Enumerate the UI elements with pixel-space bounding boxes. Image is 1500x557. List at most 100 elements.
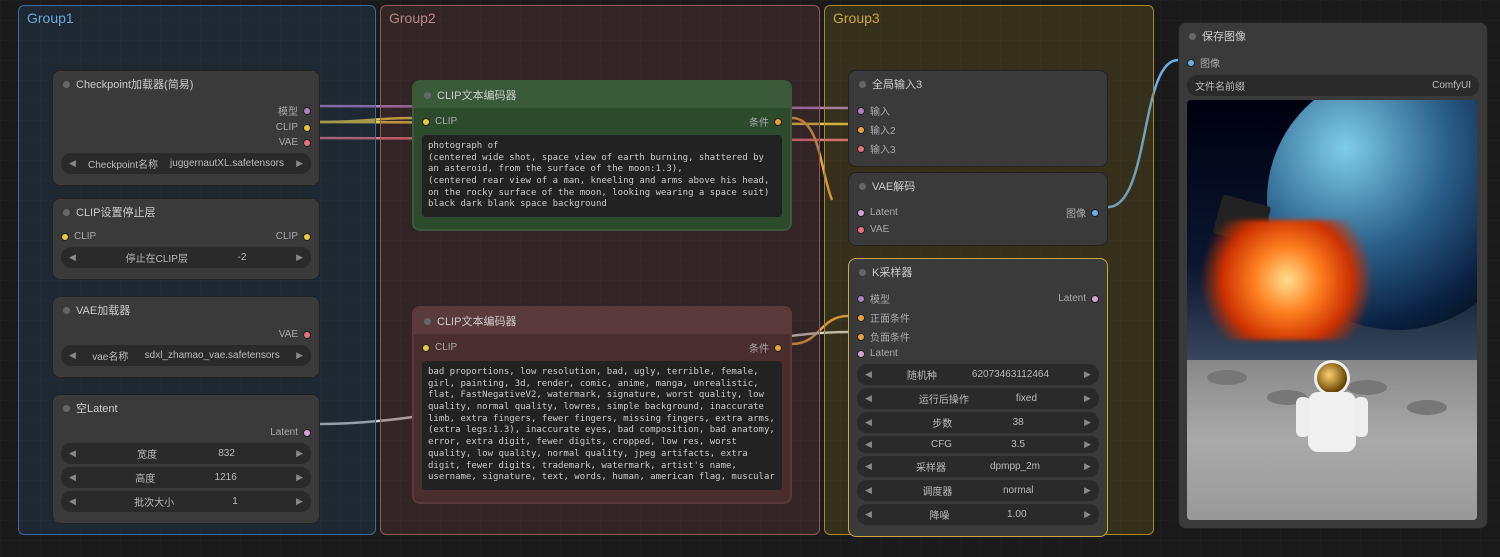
output-port-conditioning[interactable] xyxy=(774,118,782,126)
input-port-clip[interactable] xyxy=(422,118,430,126)
node-global-input[interactable]: 全局输入3 输入 输入2 输入3 xyxy=(848,70,1108,167)
arrow-left-icon[interactable]: ◀ xyxy=(865,417,872,428)
arrow-left-icon[interactable]: ◀ xyxy=(865,369,872,380)
output-port-vae[interactable] xyxy=(303,139,311,147)
collapse-dot-icon[interactable] xyxy=(63,307,70,314)
widget-cfg[interactable]: ◀CFG3.5▶ xyxy=(857,436,1099,453)
prompt-textarea[interactable]: bad proportions, low resolution, bad, ug… xyxy=(422,361,782,490)
input-port-clip[interactable] xyxy=(61,233,69,241)
arrow-right-icon[interactable]: ▶ xyxy=(1084,417,1091,428)
arrow-right-icon[interactable]: ▶ xyxy=(296,252,303,263)
arrow-left-icon[interactable]: ◀ xyxy=(69,252,76,263)
collapse-dot-icon[interactable] xyxy=(1189,33,1196,40)
arrow-left-icon[interactable]: ◀ xyxy=(69,350,76,361)
prompt-textarea[interactable]: photograph of (centered wide shot, space… xyxy=(422,135,782,217)
arrow-left-icon[interactable]: ◀ xyxy=(865,393,872,404)
node-header[interactable]: CLIP设置停止层 xyxy=(53,199,319,225)
widget-filename-prefix[interactable]: 文件名前缀 ComfyUI xyxy=(1187,75,1479,96)
node-header[interactable]: VAE解码 xyxy=(849,173,1107,199)
output-port-clip[interactable] xyxy=(303,233,311,241)
input-port-latent[interactable] xyxy=(857,209,865,217)
arrow-left-icon[interactable]: ◀ xyxy=(865,461,872,472)
node-clip-text-encode-negative[interactable]: CLIP文本编码器 CLIP 条件 bad proportions, low r… xyxy=(412,306,792,504)
preview-image[interactable] xyxy=(1187,100,1477,520)
widget-label: vae名称 xyxy=(92,348,128,363)
node-header[interactable]: CLIP文本编码器 xyxy=(414,308,790,334)
widget-denoise[interactable]: ◀降噪1.00▶ xyxy=(857,504,1099,525)
arrow-right-icon[interactable]: ▶ xyxy=(296,472,303,483)
collapse-dot-icon[interactable] xyxy=(63,405,70,412)
output-port-model[interactable] xyxy=(303,107,311,115)
node-ksampler[interactable]: K采样器 模型 Latent 正面条件 负面条件 Latent ◀随机种6207… xyxy=(848,258,1108,537)
collapse-dot-icon[interactable] xyxy=(63,209,70,216)
widget-seed[interactable]: ◀随机种62073463112464▶ xyxy=(857,364,1099,385)
input-port-image[interactable] xyxy=(1187,59,1195,67)
widget-height[interactable]: ◀高度1216▶ xyxy=(61,467,311,488)
collapse-dot-icon[interactable] xyxy=(424,92,431,99)
collapse-dot-icon[interactable] xyxy=(859,81,866,88)
node-header[interactable]: Checkpoint加载器(简易) xyxy=(53,71,319,97)
node-header[interactable]: K采样器 xyxy=(849,259,1107,285)
widget-stop-at-clip-layer[interactable]: ◀ 停止在CLIP层 -2 ▶ xyxy=(61,247,311,268)
output-port-conditioning[interactable] xyxy=(774,344,782,352)
widget-steps[interactable]: ◀步数38▶ xyxy=(857,412,1099,433)
group-title: Group3 xyxy=(825,6,1153,30)
input-port-clip[interactable] xyxy=(422,344,430,352)
output-port-vae[interactable] xyxy=(303,331,311,339)
arrow-right-icon[interactable]: ▶ xyxy=(1084,485,1091,496)
widget-vae-name[interactable]: ◀ vae名称 sdxl_zhamao_vae.safetensors ▶ xyxy=(61,345,311,366)
node-empty-latent[interactable]: 空Latent Latent ◀宽度832▶ ◀高度1216▶ ◀批次大小1▶ xyxy=(52,394,320,524)
node-save-image[interactable]: 保存图像 图像 文件名前缀 ComfyUI xyxy=(1178,22,1488,529)
node-vae-loader[interactable]: VAE加载器 VAE ◀ vae名称 sdxl_zhamao_vae.safet… xyxy=(52,296,320,378)
input-port-model[interactable] xyxy=(857,295,865,303)
arrow-right-icon[interactable]: ▶ xyxy=(296,158,303,169)
collapse-dot-icon[interactable] xyxy=(859,269,866,276)
widget-scheduler[interactable]: ◀调度器normal▶ xyxy=(857,480,1099,501)
output-port-image[interactable] xyxy=(1091,209,1099,217)
input-port-negative[interactable] xyxy=(857,333,865,341)
output-port-latent[interactable] xyxy=(303,429,311,437)
arrow-right-icon[interactable]: ▶ xyxy=(1084,393,1091,404)
widget-batch[interactable]: ◀批次大小1▶ xyxy=(61,491,311,512)
arrow-left-icon[interactable]: ◀ xyxy=(69,496,76,507)
input-port-positive[interactable] xyxy=(857,314,865,322)
node-checkpoint-loader[interactable]: Checkpoint加载器(简易) 模型 CLIP VAE ◀ Checkpoi… xyxy=(52,70,320,186)
arrow-left-icon[interactable]: ◀ xyxy=(865,509,872,520)
widget-checkpoint-name[interactable]: ◀ Checkpoint名称 juggernautXL.safetensors … xyxy=(61,153,311,174)
arrow-left-icon[interactable]: ◀ xyxy=(69,158,76,169)
arrow-right-icon[interactable]: ▶ xyxy=(296,350,303,361)
widget-control-after-generate[interactable]: ◀运行后操作fixed▶ xyxy=(857,388,1099,409)
node-header[interactable]: 全局输入3 xyxy=(849,71,1107,97)
node-clip-text-encode-positive[interactable]: CLIP文本编码器 CLIP 条件 photograph of (centere… xyxy=(412,80,792,231)
arrow-left-icon[interactable]: ◀ xyxy=(865,439,872,450)
arrow-right-icon[interactable]: ▶ xyxy=(1084,461,1091,472)
input-port-latent[interactable] xyxy=(857,350,865,358)
input-port[interactable] xyxy=(857,107,865,115)
arrow-left-icon[interactable]: ◀ xyxy=(865,485,872,496)
arrow-right-icon[interactable]: ▶ xyxy=(296,496,303,507)
node-header[interactable]: 空Latent xyxy=(53,395,319,421)
arrow-left-icon[interactable]: ◀ xyxy=(69,448,76,459)
output-label: 图像 xyxy=(1066,205,1086,220)
collapse-dot-icon[interactable] xyxy=(424,318,431,325)
node-header[interactable]: VAE加载器 xyxy=(53,297,319,323)
input-port-vae[interactable] xyxy=(857,226,865,234)
arrow-right-icon[interactable]: ▶ xyxy=(1084,439,1091,450)
arrow-right-icon[interactable]: ▶ xyxy=(1084,509,1091,520)
collapse-dot-icon[interactable] xyxy=(63,81,70,88)
node-vae-decode[interactable]: VAE解码 Latent 图像 VAE xyxy=(848,172,1108,246)
output-port-latent[interactable] xyxy=(1091,295,1099,303)
widget-sampler[interactable]: ◀采样器dpmpp_2m▶ xyxy=(857,456,1099,477)
node-header[interactable]: 保存图像 xyxy=(1179,23,1487,49)
collapse-dot-icon[interactable] xyxy=(859,183,866,190)
arrow-left-icon[interactable]: ◀ xyxy=(69,472,76,483)
arrow-right-icon[interactable]: ▶ xyxy=(296,448,303,459)
node-header[interactable]: CLIP文本编码器 xyxy=(414,82,790,108)
widget-width[interactable]: ◀宽度832▶ xyxy=(61,443,311,464)
output-port-clip[interactable] xyxy=(303,124,311,132)
output-label: 条件 xyxy=(749,340,769,355)
arrow-right-icon[interactable]: ▶ xyxy=(1084,369,1091,380)
input-port[interactable] xyxy=(857,145,865,153)
node-clip-set-last-layer[interactable]: CLIP设置停止层 CLIP CLIP ◀ 停止在CLIP层 -2 ▶ xyxy=(52,198,320,280)
input-port[interactable] xyxy=(857,126,865,134)
